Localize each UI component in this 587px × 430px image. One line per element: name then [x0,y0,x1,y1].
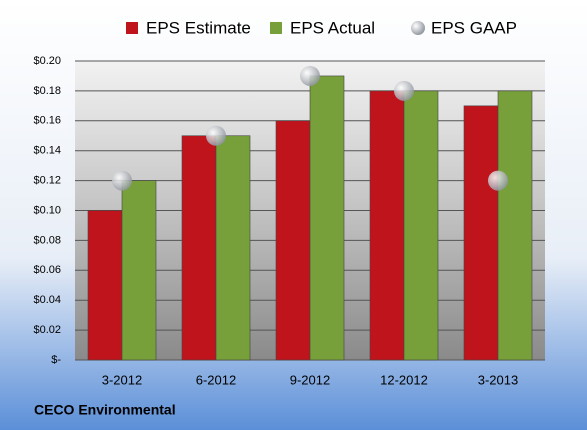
bar [181,135,217,361]
point [488,170,508,191]
y-tick-label: $0.08 [33,234,61,246]
y-tick-label: $0.16 [33,115,61,127]
y-tick-label: $0.14 [33,145,61,157]
y-tick-label: $0.18 [33,85,61,97]
bar [121,180,157,361]
legend-marker [411,21,425,35]
footer: CECO Environmental [34,402,176,418]
y-tick-label: $0.06 [33,264,61,276]
point [112,170,132,191]
y-tick-label: $- [51,354,61,366]
bar [369,90,405,361]
y-tick-label: $0.12 [33,175,61,187]
bar [463,105,499,361]
bar [403,90,439,361]
x-tick-label: 12-2012 [380,372,428,387]
y-tick-label: $0.02 [33,324,61,336]
bar [215,135,251,361]
point [300,65,320,86]
legend-label: EPS Estimate [146,18,251,37]
bar [497,90,533,361]
y-tick-label: $0.04 [33,294,61,306]
x-tick-label: 6-2012 [196,372,236,387]
x-tick-label: 3-2012 [102,372,142,387]
bar [87,210,123,361]
point [206,125,226,146]
y-tick-label: $0.10 [33,204,61,216]
y-tick-label: $0.20 [33,55,61,67]
legend-marker [270,22,282,34]
bar [309,75,345,361]
point [394,80,414,101]
legend-marker [126,22,138,34]
legend-label: EPS GAAP [431,18,517,37]
legend-label: EPS Actual [290,18,375,37]
x-tick-label: 9-2012 [290,372,330,387]
bar [275,120,311,361]
x-tick-label: 3-2013 [478,372,518,387]
